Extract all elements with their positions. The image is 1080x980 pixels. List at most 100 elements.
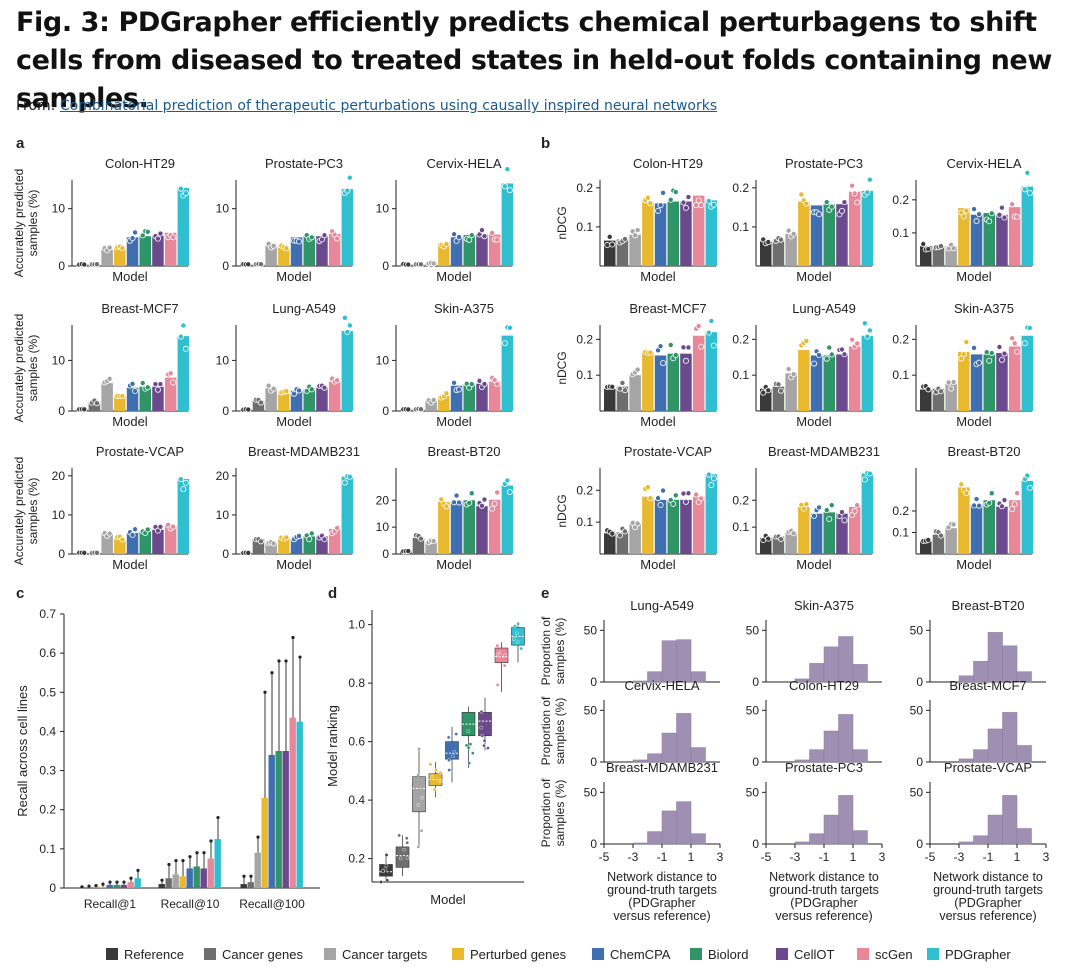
panel-a-subplot-prostate-vcap: Prostate-VCAP 0 10 20 Model [52, 444, 190, 572]
bar-chemcpa [106, 884, 113, 888]
sample-point [1014, 490, 1021, 497]
sample-point [800, 505, 807, 512]
sample-point [851, 190, 858, 197]
bar-scgen [692, 195, 705, 266]
sample-point [321, 536, 328, 543]
bar-biolord [303, 536, 315, 554]
error-cap [167, 862, 171, 867]
sample-point [106, 375, 113, 382]
sample-point [379, 880, 383, 884]
sample-point [710, 475, 717, 482]
sample-point [1021, 186, 1028, 193]
sample-point [270, 385, 277, 392]
bar-cellot [836, 354, 848, 411]
sample-point [838, 509, 845, 516]
sample-point [1026, 484, 1033, 491]
subplot-title: Breast-BT20 [428, 444, 501, 459]
sample-point [925, 246, 932, 253]
panel-b-subplot-prostate-pc3: Prostate-PC3 0.1 0.2 Model [732, 156, 874, 284]
subplot-title: Cervix-HELA [624, 678, 699, 693]
sample-point [657, 343, 664, 350]
sample-point [960, 213, 967, 220]
histogram-bin [1016, 745, 1032, 763]
sample-point [491, 500, 498, 507]
sample-point [296, 238, 303, 245]
sample-point [693, 491, 700, 498]
sample-point [1026, 324, 1033, 331]
legend-swatch-scgen [857, 948, 869, 960]
histogram-bin [809, 833, 825, 845]
sample-point [479, 725, 483, 730]
sample-point [864, 333, 871, 340]
sample-point [682, 204, 689, 211]
bar-biolord [303, 236, 315, 266]
sample-point [988, 350, 995, 357]
panel-e-subplot-cervix-hela: Cervix-HELA 0 50 [584, 678, 720, 769]
subplot-title: Colon-HT29 [633, 156, 703, 171]
bar-cellot [282, 751, 289, 888]
sample-point [864, 189, 871, 196]
bar-cancer-genes [772, 536, 785, 554]
sample-point [765, 387, 772, 394]
bar-perturbed-genes [438, 501, 450, 554]
panel-label-d: d [328, 585, 337, 602]
sample-point [937, 532, 944, 539]
sample-point [504, 477, 511, 484]
sample-point [346, 473, 353, 480]
sample-point [167, 370, 174, 377]
bar-cellot [836, 204, 848, 266]
histogram-bin [823, 730, 839, 763]
bar-cancer-targets [265, 543, 277, 554]
bar-cancer-genes [932, 246, 945, 266]
panel-b-subplot-cervix-hela: Cervix-HELA 0.1 0.2 Model [892, 156, 1034, 284]
bar-cancer-targets [945, 246, 957, 266]
x-tick-label: 1 [850, 850, 857, 864]
histogram-bin [632, 842, 648, 845]
bar-reference [604, 240, 616, 266]
sample-point [1009, 201, 1016, 208]
x-axis-label: Model [640, 557, 676, 572]
sample-point [986, 357, 993, 364]
panel-e-subplot-skin-a375: Skin-A375 0 50 [746, 598, 882, 689]
sample-point [419, 829, 424, 833]
sample-point [466, 745, 471, 750]
bar-pdgrapher [705, 200, 718, 266]
y-tick-label: 50 [746, 623, 760, 637]
source-link[interactable]: Combinatorial prediction of therapeutic … [59, 98, 718, 114]
x-tick-label: -1 [657, 850, 668, 864]
sample-point [495, 652, 500, 657]
bar-pdgrapher [177, 478, 190, 554]
sample-point [182, 479, 189, 486]
sample-point [937, 388, 944, 395]
sample-point [308, 386, 315, 393]
bar-pdgrapher [1021, 335, 1034, 411]
x-axis-label: Model [436, 414, 472, 429]
y-tick-label: 0.1 [732, 220, 749, 234]
subplot-title: Lung-A549 [272, 301, 336, 316]
bar-reference [604, 388, 616, 411]
sample-point [157, 230, 164, 237]
bar-chemcpa [290, 237, 303, 266]
sample-point [634, 227, 641, 234]
sample-point [283, 388, 290, 395]
error-cap [216, 815, 220, 820]
x-axis-label: Model [796, 269, 832, 284]
y-tick-label: 0.2 [892, 332, 909, 346]
y-tick-label: 0.8 [348, 676, 365, 690]
legend-swatch-chemcpa [592, 948, 604, 960]
bar-cancer-targets [425, 542, 437, 554]
panel-c-recall-chart: 0 0.1 0.2 0.3 0.4 0.5 0.6 0.7 Recall@1 Recall@10 R… [15, 607, 320, 911]
histogram-bin [973, 835, 989, 845]
histogram-bin [838, 714, 854, 763]
sample-point [398, 856, 403, 861]
bar-cancer-genes [412, 537, 425, 554]
y-tick-label: 0 [222, 259, 229, 273]
sample-point [760, 389, 767, 396]
bar-biolord [463, 384, 475, 411]
sample-point [245, 406, 252, 413]
bar-cellot [200, 868, 207, 888]
sample-point [667, 341, 674, 348]
sample-point [963, 490, 970, 497]
legend-swatch-cancer-targets [324, 948, 336, 960]
